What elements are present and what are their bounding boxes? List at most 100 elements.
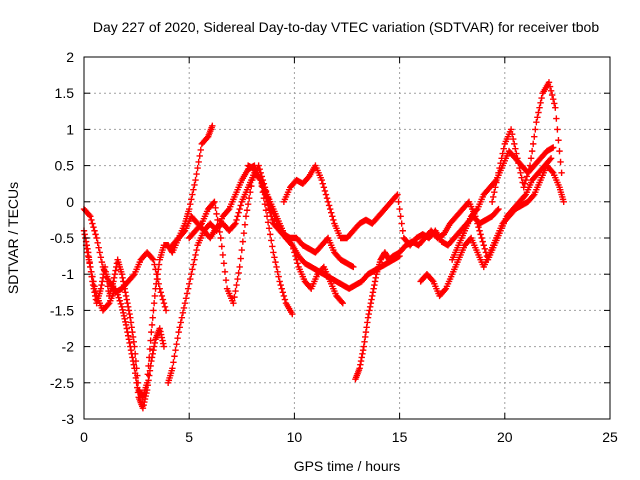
data-point [272, 258, 279, 266]
data-point [94, 239, 101, 247]
data-point [372, 274, 379, 282]
data-point [318, 176, 325, 184]
data-point [232, 287, 239, 295]
data-point [222, 277, 230, 284]
data-point [172, 347, 179, 354]
data-point [495, 169, 502, 177]
data-point [128, 324, 135, 331]
data-point [280, 292, 288, 300]
data-point [270, 249, 277, 256]
data-point [174, 334, 181, 342]
data-point [243, 207, 251, 214]
data-point [129, 357, 137, 365]
data-point [127, 343, 134, 350]
data-point [86, 260, 93, 267]
data-point [481, 245, 489, 253]
data-point [363, 324, 370, 331]
data-point [537, 99, 544, 107]
data-point [395, 198, 402, 205]
data-point [474, 220, 481, 227]
data-point [475, 223, 482, 231]
data-point [122, 292, 130, 300]
y-tick-label: 0.5 [55, 158, 75, 174]
data-point [211, 198, 218, 205]
data-point [330, 216, 337, 224]
data-point [547, 87, 555, 94]
data-point [157, 328, 164, 335]
data-point [545, 79, 553, 86]
data-point [86, 211, 93, 219]
data-point [191, 256, 198, 263]
data-point [147, 362, 154, 370]
data-point [234, 213, 241, 220]
data-point [245, 194, 253, 202]
data-point [150, 299, 158, 307]
data-point [192, 251, 199, 259]
data-point [235, 209, 242, 216]
axis-ticks: 0 5 10 15 20 25 -3 -2.5 -2 -1.5 -1 -0.5 0 0.5 1 1.5 2 [50, 49, 618, 445]
data-point [124, 303, 132, 310]
data-point [91, 283, 98, 290]
data-point [224, 207, 232, 214]
data-point [111, 271, 119, 278]
data-point [157, 331, 165, 338]
data-point [149, 255, 156, 262]
data-point [492, 178, 499, 185]
data-point [366, 307, 373, 314]
data-point [186, 205, 193, 213]
data-point [85, 256, 93, 263]
data-point [188, 196, 195, 203]
data-point [123, 325, 130, 332]
data-point [170, 359, 177, 366]
data-point [182, 295, 190, 302]
data-point [497, 159, 504, 167]
data-point [196, 152, 203, 160]
data-point [329, 213, 336, 220]
data-point [362, 328, 370, 336]
data-point [238, 246, 245, 254]
data-point [113, 288, 120, 295]
data-point [371, 278, 379, 285]
data-point [356, 365, 363, 372]
y-tick-label: -1 [62, 266, 75, 282]
data-point [219, 251, 227, 259]
data-point [118, 271, 126, 278]
data-point [273, 263, 280, 271]
x-axis-label: GPS time / hours [294, 458, 401, 474]
data-point [123, 296, 130, 303]
series-arc-2 [80, 205, 170, 314]
data-point [360, 343, 368, 350]
data-point [150, 256, 157, 263]
data-point [556, 147, 563, 155]
y-axis-label: SDTVAR / TECUs [5, 182, 21, 294]
data-point [268, 237, 275, 244]
data-point [142, 392, 149, 400]
data-point [500, 145, 507, 152]
data-point [121, 315, 128, 323]
data-point [160, 299, 168, 307]
data-point [429, 277, 436, 284]
data-point [145, 377, 152, 384]
data-point [133, 379, 140, 386]
data-point [157, 289, 164, 296]
data-point [321, 187, 329, 195]
data-point [84, 249, 91, 256]
data-point [218, 243, 226, 250]
data-point [154, 275, 161, 283]
data-point [242, 213, 250, 220]
data-point [189, 191, 196, 198]
data-point [494, 207, 501, 214]
data-point [357, 361, 364, 368]
data-point [148, 357, 155, 365]
data-points [80, 79, 567, 412]
data-point [141, 395, 149, 403]
data-point [89, 273, 96, 280]
data-point [488, 198, 496, 205]
data-point [216, 228, 223, 236]
data-point [479, 238, 486, 245]
data-point [134, 389, 142, 396]
data-point [473, 207, 480, 214]
x-tick-label: 10 [287, 429, 303, 445]
data-point [87, 213, 94, 220]
data-point [120, 312, 128, 320]
